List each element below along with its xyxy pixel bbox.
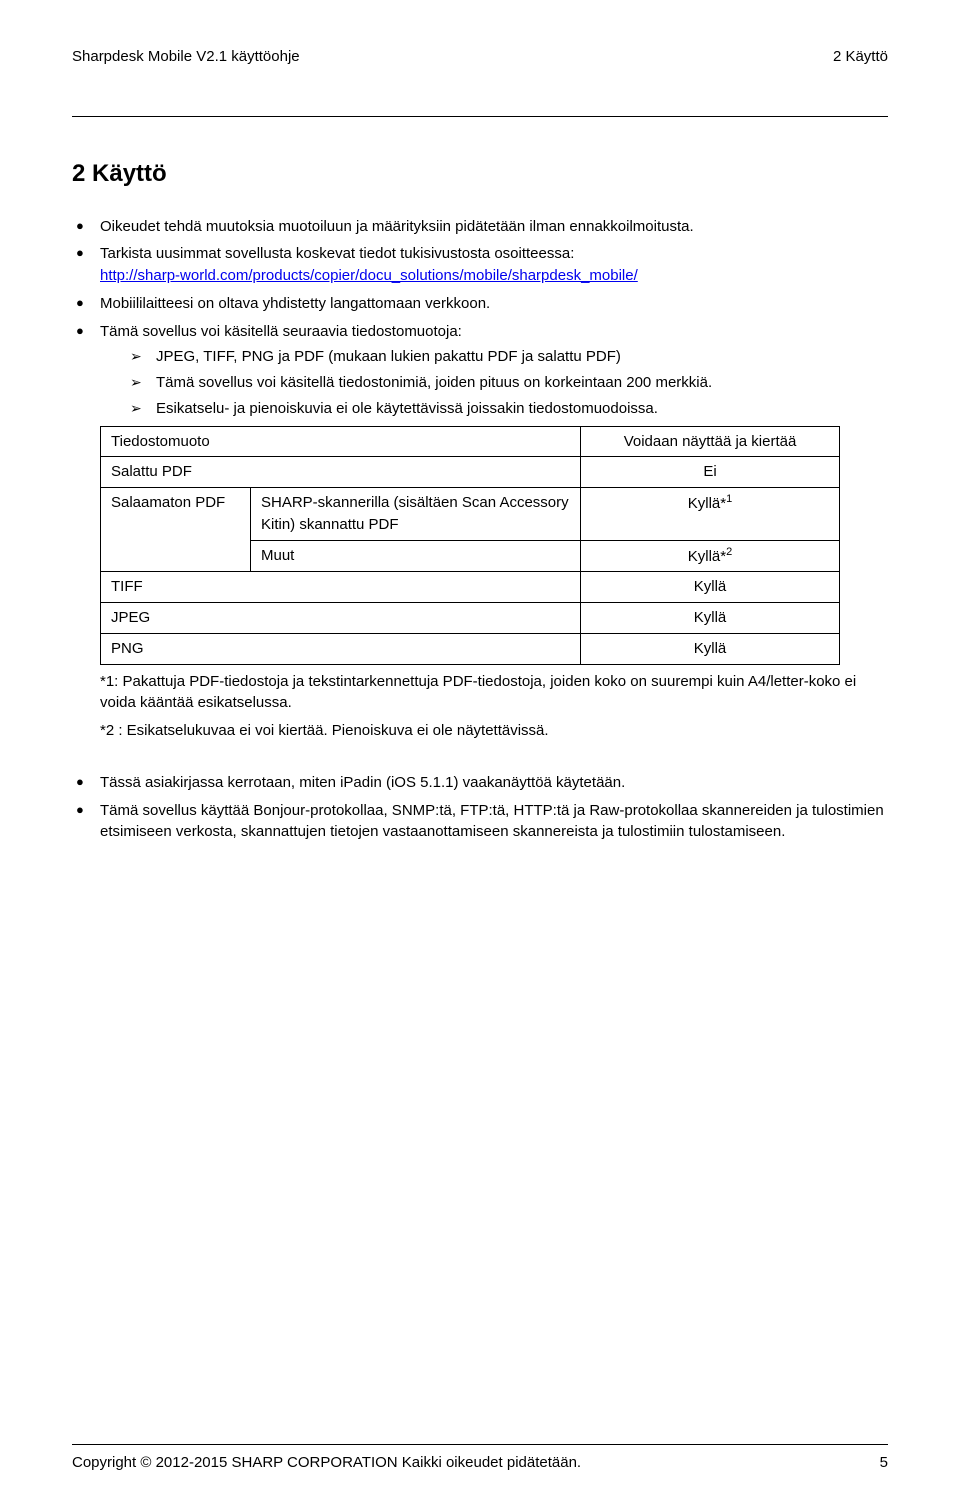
bullet-text: Tämä sovellus voi käsitellä seuraavia ti… bbox=[100, 323, 462, 340]
table-cell: Kyllä*2 bbox=[581, 540, 840, 572]
superscript: 2 bbox=[726, 546, 732, 558]
table-header-cell: Tiedostomuoto bbox=[101, 426, 581, 457]
table-row: PNG Kyllä bbox=[101, 633, 840, 664]
header-right: 2 Käyttö bbox=[833, 46, 888, 68]
format-table: Tiedostomuoto Voidaan näyttää ja kiertää… bbox=[100, 426, 840, 665]
section-title: 2 Käyttö bbox=[72, 157, 888, 192]
table-cell: Kyllä bbox=[581, 572, 840, 603]
page-number: 5 bbox=[880, 1452, 888, 1474]
table-cell: JPEG bbox=[101, 603, 581, 634]
table-cell: Kyllä bbox=[581, 603, 840, 634]
arrow-list: JPEG, TIFF, PNG ja PDF (mukaan lukien pa… bbox=[100, 346, 888, 419]
cell-text: Kyllä* bbox=[688, 495, 726, 512]
bullet-item: Tarkista uusimmat sovellusta koskevat ti… bbox=[72, 243, 888, 287]
bullet-item: Mobiililaitteesi on oltava yhdistetty la… bbox=[72, 293, 888, 315]
table-cell: PNG bbox=[101, 633, 581, 664]
page-footer: Copyright © 2012-2015 SHARP CORPORATION … bbox=[72, 1452, 888, 1474]
footnote-2: *2 : Esikatselukuvaa ei voi kiertää. Pie… bbox=[72, 720, 888, 742]
bullet-text: Tarkista uusimmat sovellusta koskevat ti… bbox=[100, 245, 574, 262]
table-cell: Kyllä bbox=[581, 633, 840, 664]
table-cell: Salaamaton PDF bbox=[101, 488, 251, 572]
page-header: Sharpdesk Mobile V2.1 käyttöohje 2 Käytt… bbox=[72, 46, 888, 68]
table-cell: Muut bbox=[251, 540, 581, 572]
table-row: TIFF Kyllä bbox=[101, 572, 840, 603]
header-left: Sharpdesk Mobile V2.1 käyttöohje bbox=[72, 46, 300, 68]
table-cell: Salattu PDF bbox=[101, 457, 581, 488]
bullet-list-top: Oikeudet tehdä muutoksia muotoiluun ja m… bbox=[72, 216, 888, 420]
table-row: Salaamaton PDF SHARP-skannerilla (sisält… bbox=[101, 488, 840, 541]
table-cell: Kyllä*1 bbox=[581, 488, 840, 541]
table-cell: SHARP-skannerilla (sisältäen Scan Access… bbox=[251, 488, 581, 541]
support-link[interactable]: http://sharp-world.com/products/copier/d… bbox=[100, 267, 638, 284]
cell-text: Kyllä* bbox=[688, 548, 726, 565]
bullet-item: Tämä sovellus voi käsitellä seuraavia ti… bbox=[72, 321, 888, 420]
arrow-item: Esikatselu- ja pienoiskuvia ei ole käyte… bbox=[100, 398, 888, 420]
table-cell: TIFF bbox=[101, 572, 581, 603]
superscript: 1 bbox=[726, 493, 732, 505]
table-header-cell: Voidaan näyttää ja kiertää bbox=[581, 426, 840, 457]
table-cell: Ei bbox=[581, 457, 840, 488]
table-row: JPEG Kyllä bbox=[101, 603, 840, 634]
table-row: Tiedostomuoto Voidaan näyttää ja kiertää bbox=[101, 426, 840, 457]
arrow-item: JPEG, TIFF, PNG ja PDF (mukaan lukien pa… bbox=[100, 346, 888, 368]
footnote-1: *1: Pakattuja PDF-tiedostoja ja tekstint… bbox=[72, 671, 888, 715]
footer-rule bbox=[72, 1444, 888, 1445]
table-row: Salattu PDF Ei bbox=[101, 457, 840, 488]
page-container: Sharpdesk Mobile V2.1 käyttöohje 2 Käytt… bbox=[0, 0, 960, 1512]
bullet-item: Oikeudet tehdä muutoksia muotoiluun ja m… bbox=[72, 216, 888, 238]
arrow-item: Tämä sovellus voi käsitellä tiedostonimi… bbox=[100, 372, 888, 394]
bullet-item: Tässä asiakirjassa kerrotaan, miten iPad… bbox=[72, 772, 888, 794]
bullet-item: Tämä sovellus käyttää Bonjour-protokolla… bbox=[72, 800, 888, 844]
footer-copyright: Copyright © 2012-2015 SHARP CORPORATION … bbox=[72, 1452, 581, 1474]
bullet-list-bottom: Tässä asiakirjassa kerrotaan, miten iPad… bbox=[72, 772, 888, 843]
